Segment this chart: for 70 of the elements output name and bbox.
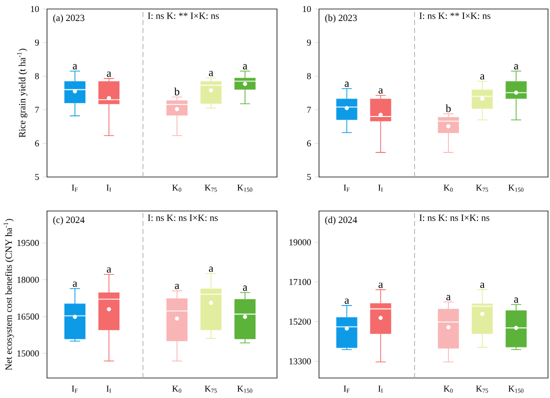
x-tick-label: K$_{0}$ xyxy=(444,386,453,393)
annotation: a xyxy=(208,70,214,76)
x-tick-label: K$_{0}$ xyxy=(172,184,182,192)
x-tick-label: I$_{F}$ xyxy=(344,184,350,192)
x-tick-label: I$_{I}$ xyxy=(378,184,383,192)
x-tick-label: K$_{0}$ xyxy=(172,386,182,393)
y-axis-title: Rice grain yield (t ha$^{-1}$) xyxy=(17,48,28,138)
y-tick-label: 5 xyxy=(307,174,311,180)
y-tick-label: 8 xyxy=(35,73,39,80)
y-tick-label: 9 xyxy=(34,40,39,46)
annotation: (b) 2023 xyxy=(325,14,357,24)
x-tick-label: K$_{75}$ xyxy=(476,386,488,393)
y-tick-label: 8 xyxy=(307,73,311,80)
x-tick-label: K$_{75}$ xyxy=(476,184,488,192)
annotation: a xyxy=(242,64,248,70)
y-tick-label: 13300 xyxy=(289,358,311,364)
annotation: I: ns K: ns I×K: ns xyxy=(419,214,490,222)
x-tick-label: K$_{150}$ xyxy=(508,184,524,192)
annotation: b xyxy=(446,104,451,112)
annotation: (d) 2024 xyxy=(325,216,358,225)
x-tick-label: K$_{150}$ xyxy=(237,184,252,192)
annotation: a xyxy=(106,72,112,77)
y-tick-label: 17100 xyxy=(289,278,311,285)
annotation: a xyxy=(72,282,78,287)
y-tick-label: 19500 xyxy=(17,240,39,246)
annotation: a xyxy=(106,267,112,273)
y-axis-title: Net ecosystem cost benefits (CNY ha$^{-1}$) xyxy=(4,218,14,370)
x-tick-label: K$_{75}$ xyxy=(204,184,217,192)
y-tick-label: 7 xyxy=(35,106,39,113)
x-tick-label: K$_{150}$ xyxy=(508,386,524,393)
y-tick-label: 15200 xyxy=(289,318,311,325)
x-tick-label: I$_{F}$ xyxy=(344,386,350,393)
y-tick-label: 10 xyxy=(302,6,311,12)
annotation: a xyxy=(174,284,180,290)
annotation: a xyxy=(72,64,78,70)
y-tick-label: 7 xyxy=(307,106,311,113)
x-tick-label: I$_{I}$ xyxy=(106,184,111,192)
x-tick-label: I$_{I}$ xyxy=(378,386,383,393)
annotation: a xyxy=(208,266,214,272)
y-tick-label: 18000 xyxy=(17,276,39,283)
annotation: I: ns K: ns I×K: ns xyxy=(148,214,218,222)
y-tick-label: 10 xyxy=(30,6,39,12)
x-tick-label: K$_{150}$ xyxy=(237,386,252,393)
annotation: a xyxy=(344,298,350,304)
annotation: a xyxy=(378,282,383,288)
annotation: I: ns K: ** I×K: ns xyxy=(148,12,219,20)
annotation: a xyxy=(514,298,518,303)
annotation: a xyxy=(378,88,383,94)
annotation: a xyxy=(480,74,485,80)
annotation: a xyxy=(514,64,518,70)
annotation: a xyxy=(344,82,350,87)
y-tick-label: 9 xyxy=(306,40,311,46)
x-tick-label: I$_{I}$ xyxy=(106,386,111,393)
y-tick-label: 16500 xyxy=(17,314,39,320)
annotation: a xyxy=(446,295,451,300)
y-tick-label: 19000 xyxy=(289,239,311,246)
annotation: I: ns K: ** I×K: ns xyxy=(419,12,490,20)
x-tick-label: K$_{75}$ xyxy=(204,386,217,393)
y-tick-label: 6 xyxy=(35,140,39,146)
annotation: a xyxy=(242,286,248,291)
x-tick-label: K$_{0}$ xyxy=(444,184,453,192)
y-tick-label: 6 xyxy=(307,140,311,146)
annotation: (a) 2023 xyxy=(53,14,84,24)
y-tick-label: 15000 xyxy=(17,350,39,356)
annotation: b xyxy=(174,88,180,96)
annotation: (c) 2024 xyxy=(53,216,85,225)
y-tick-label: 5 xyxy=(35,174,39,180)
x-tick-label: I$_{F}$ xyxy=(72,386,78,393)
annotation: a xyxy=(480,282,485,288)
x-tick-label: I$_{F}$ xyxy=(72,184,78,192)
